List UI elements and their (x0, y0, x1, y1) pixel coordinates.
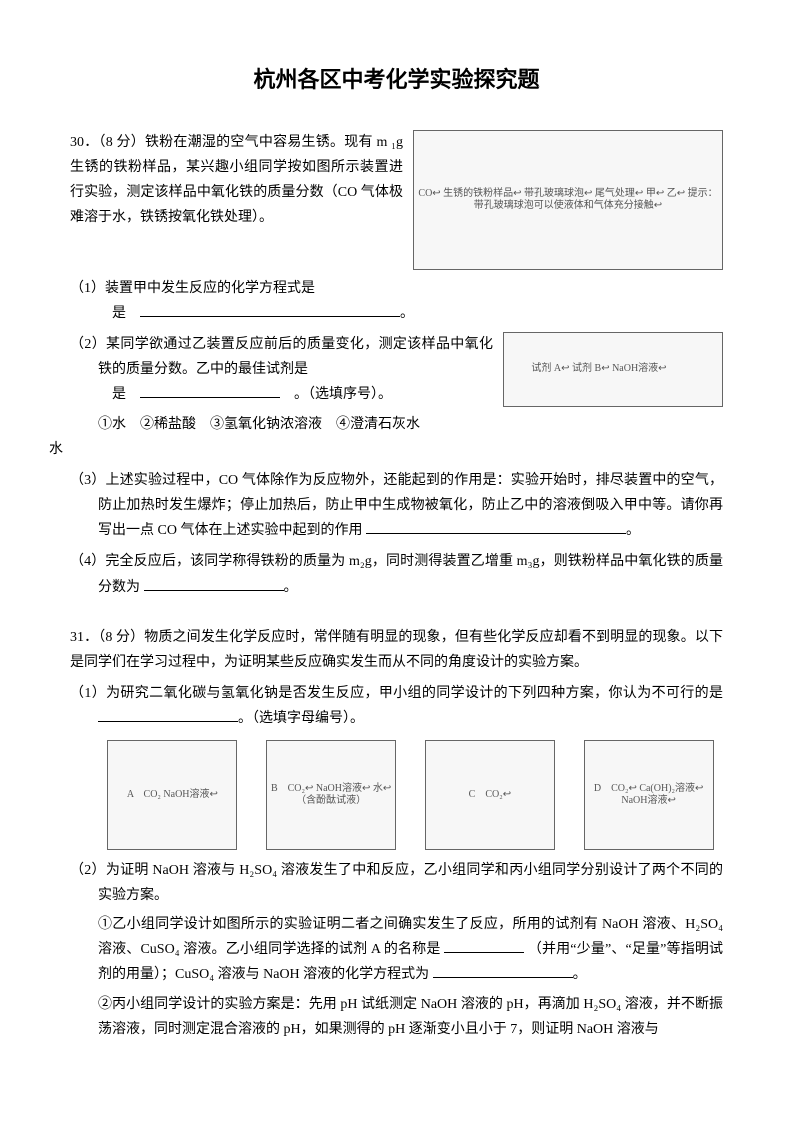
q31-sub1-text: （1）为研究二氧化碳与氢氧化钠是否发生反应，甲小组的同学设计的下列四种方案，你认… (70, 686, 723, 701)
blank (98, 707, 238, 722)
blank (140, 383, 280, 398)
q31-sub1: （1）为研究二氧化碳与氢氧化钠是否发生反应，甲小组的同学设计的下列四种方案，你认… (70, 681, 723, 731)
q30-stem: 30．（8 分）铁粉在潮湿的空气中容易生锈。现有 m ₁g 生锈的铁粉样品，某兴… (70, 130, 403, 231)
q30-sub3: （3）上述实验过程中，CO 气体除作为反应物外，还能起到的作用是：实验开始时，排… (70, 468, 723, 544)
q30-options: ①水 ②稀盐酸 ③氢氧化钠浓溶液 ④澄清石灰水 (98, 412, 723, 437)
q31-sub2-2: ②丙小组同学设计的实验方案是：先用 pH 试纸测定 NaOH 溶液的 pH，再滴… (70, 992, 723, 1042)
q31-stem: 31．（8 分）物质之间发生化学反应时，常伴随有明显的现象，但有些化学反应却看不… (70, 625, 723, 675)
q30-sub4-end: 。 (284, 580, 298, 595)
blank (140, 302, 400, 317)
q31-sub2-1-end: 。 (573, 967, 587, 982)
blank (433, 963, 573, 978)
question-30: 30．（8 分）铁粉在潮湿的空气中容易生锈。现有 m ₁g 生锈的铁粉样品，某兴… (70, 130, 723, 600)
q30-sub1-text: （1）装置甲中发生反应的化学方程式是 (70, 281, 315, 296)
apparatus-figure: CO↩ 生锈的铁粉样品↩ 带孔玻璃球泡↩ 尾气处理↩ 甲↩ 乙↩ 提示：带孔玻璃… (413, 130, 723, 270)
q30-left-note: 水 (49, 437, 723, 462)
q31-sub2-2-text: ②丙小组同学设计的实验方案是：先用 pH 试纸测定 NaOH 溶液的 pH，再滴… (98, 997, 723, 1037)
q30-sub2-end: 。（选填序号）。 (294, 387, 392, 402)
q31-sub1-end: 。（选填字母编号）。 (238, 711, 364, 726)
q31-sub2-1: ①乙小组同学设计如图所示的实验证明二者之间确实发生了反应，所用的试剂有 NaOH… (70, 912, 723, 988)
blank (366, 519, 626, 534)
q31-points: （8 分） (98, 630, 144, 645)
q31-stem-text: 物质之间发生化学反应时，常伴随有明显的现象，但有些化学反应却看不到明显的现象。以… (70, 630, 723, 670)
option-c-figure: C CO₂↩ (425, 740, 555, 850)
blank (144, 576, 284, 591)
blank (444, 938, 524, 953)
q30-sub2: 试剂 A↩ 试剂 B↩ NaOH溶液↩ （2）某同学欲通过乙装置反应前后的质量变… (70, 332, 723, 437)
q30-sub2-text: （2）某同学欲通过乙装置反应前后的质量变化，测定该样品中氧化铁的质量分数。乙中的… (70, 337, 493, 377)
q30-sub3-end: 。 (626, 523, 640, 538)
page-title: 杭州各区中考化学实验探究题 (70, 60, 723, 100)
test-tubes-figure: 试剂 A↩ 试剂 B↩ NaOH溶液↩ (503, 332, 723, 407)
q31-sub2-text: （2）为证明 NaOH 溶液与 H₂SO₄ 溶液发生了中和反应，乙小组同学和丙小… (70, 863, 723, 903)
question-31: 31．（8 分）物质之间发生化学反应时，常伴随有明显的现象，但有些化学反应却看不… (70, 625, 723, 1042)
q30-points: （8 分） (98, 135, 144, 150)
q30-sub4: （4）完全反应后，该同学称得铁粉的质量为 m₂g，同时测得装置乙增重 m₃g，则… (70, 549, 723, 599)
q31-sub2: （2）为证明 NaOH 溶液与 H₂SO₄ 溶液发生了中和反应，乙小组同学和丙小… (70, 858, 723, 908)
q30-sub1: （1）装置甲中发生反应的化学方程式是 是 。 (70, 276, 723, 326)
q30-sub1-end: 。 (400, 306, 414, 321)
option-a-figure: A CO₂ NaOH溶液↩ (107, 740, 237, 850)
q31-number: 31． (70, 630, 98, 645)
q31-options-figures: A CO₂ NaOH溶液↩ B CO₂↩ NaOH溶液↩ 水↩（含酚酞试液） C… (98, 740, 723, 850)
option-d-figure: D CO₂↩ Ca(OH)₂溶液↩ NaOH溶液↩ (584, 740, 714, 850)
option-b-figure: B CO₂↩ NaOH溶液↩ 水↩（含酚酞试液） (266, 740, 396, 850)
q30-number: 30． (70, 135, 98, 150)
